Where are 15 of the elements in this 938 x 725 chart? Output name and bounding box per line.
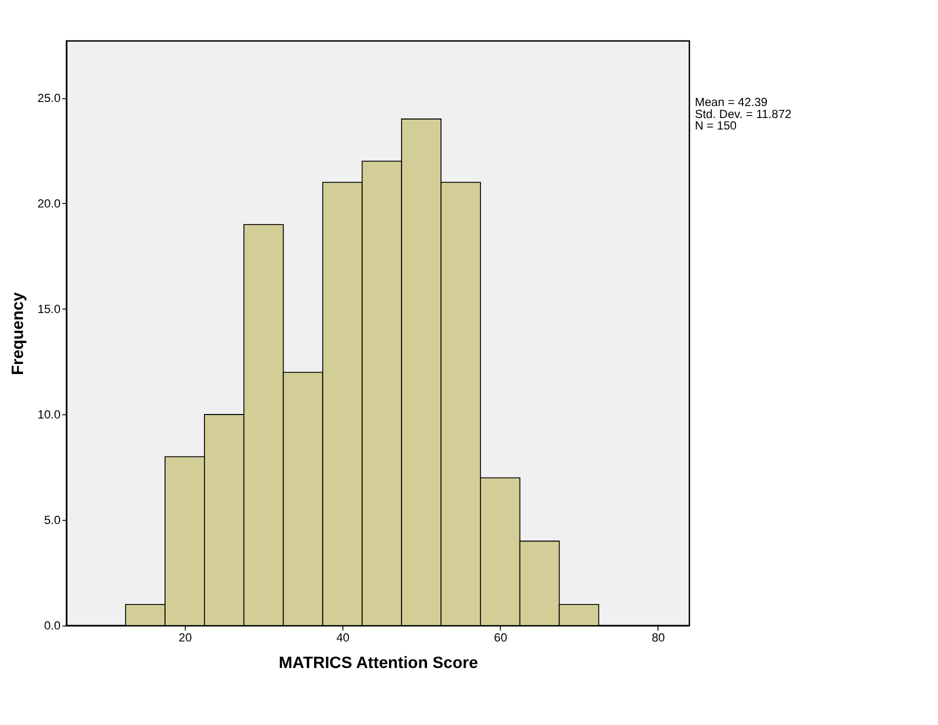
text: Std. Dev. = 11.872 <box>694 106 792 121</box>
y-tick-label: 10.0 <box>38 408 61 422</box>
x-tick-label: 20 <box>178 630 192 644</box>
text: Mean = 42.39 <box>694 95 768 110</box>
y-tick-label: 5.0 <box>44 513 61 528</box>
x-axis-title: MATRICS Attention Score <box>278 654 478 672</box>
y-tick-label: 15.0 <box>38 302 61 316</box>
y-tick-label: 0.0 <box>44 618 61 633</box>
y-tick-label: 25.0 <box>38 90 61 105</box>
y-axis-title: Frequency <box>8 291 27 376</box>
x-tick-label: 40 <box>336 630 350 644</box>
x-tick-label: 80 <box>652 630 666 644</box>
x-tick-label: 60 <box>494 630 508 644</box>
y-tick-label: 20.0 <box>38 196 61 211</box>
text: N = 150 <box>694 118 738 133</box>
